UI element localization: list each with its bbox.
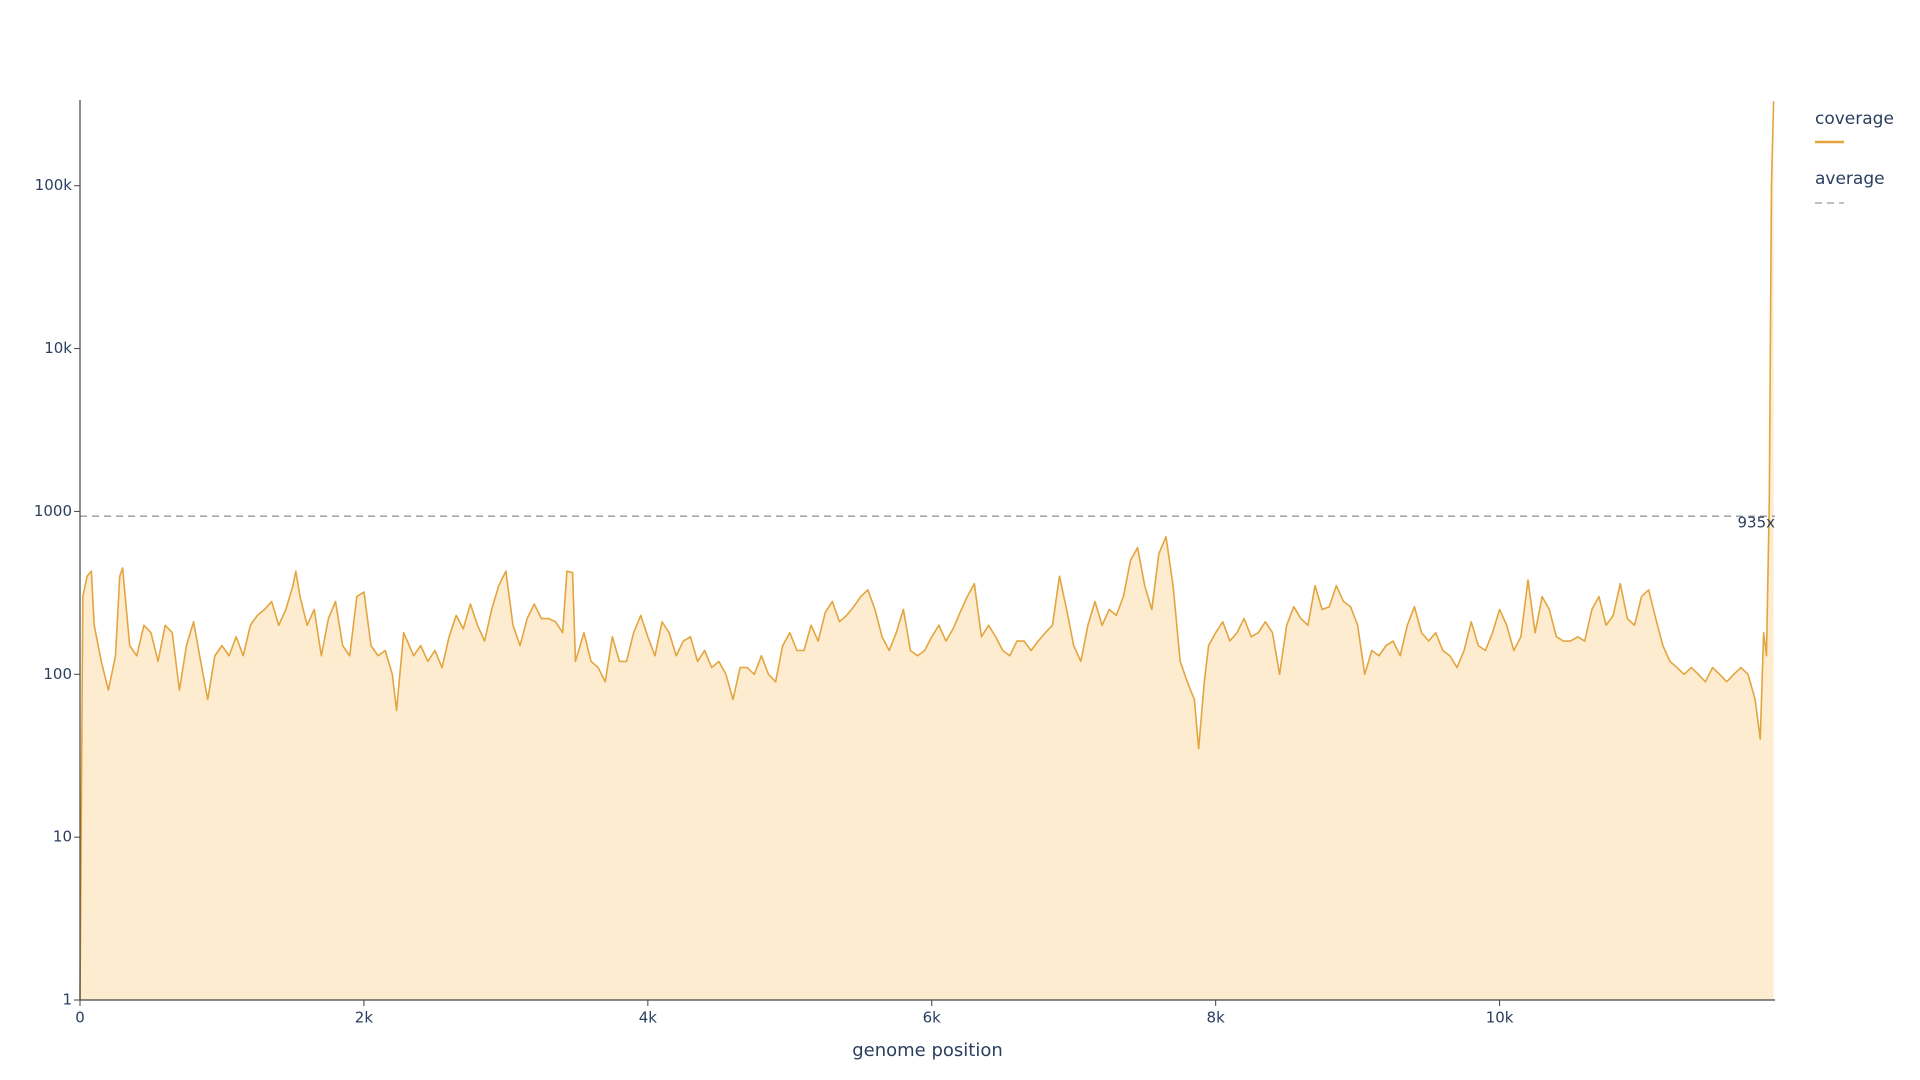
x-tick-label: 6k (923, 1009, 942, 1027)
y-tick-label: 100k (35, 176, 73, 194)
y-tick-label: 10 (53, 828, 72, 846)
y-tick-label: 10k (44, 339, 72, 357)
x-tick-label: 0 (75, 1009, 85, 1027)
coverage-area (80, 101, 1774, 1000)
x-tick-label: 8k (1207, 1009, 1226, 1027)
x-axis-title: genome position (852, 1040, 1003, 1061)
average-label: 935x (1737, 514, 1775, 532)
y-tick-label: 1 (62, 991, 72, 1009)
y-tick-label: 1000 (34, 502, 72, 520)
x-tick-label: 10k (1486, 1009, 1514, 1027)
legend-label: average (1815, 169, 1885, 189)
coverage-line (79, 101, 1775, 1001)
y-tick-label: 100 (43, 665, 72, 683)
legend-label: coverage (1815, 109, 1894, 129)
x-tick-label: 2k (355, 1009, 374, 1027)
x-tick-label: 4k (639, 1009, 658, 1027)
